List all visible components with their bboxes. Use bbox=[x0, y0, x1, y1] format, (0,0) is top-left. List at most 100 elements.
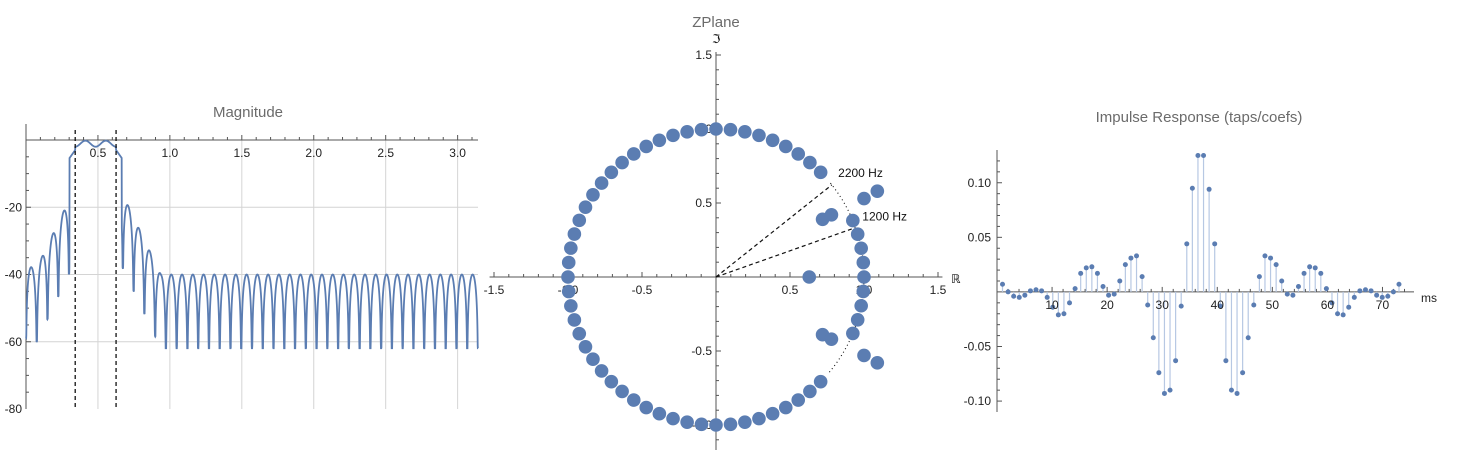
zplane-annotations: 2200 Hz 1200 Hz bbox=[838, 166, 907, 224]
zplane-pole-point bbox=[870, 184, 885, 198]
zplane-zero-point bbox=[572, 213, 587, 228]
zplane-band-edge-line bbox=[715, 227, 856, 278]
impulse-point bbox=[1362, 287, 1368, 293]
zplane-zero-point bbox=[813, 374, 828, 389]
impulse-title: Impulse Response (taps/coefs) bbox=[1096, 109, 1303, 126]
zplane-zero-point bbox=[572, 326, 587, 341]
impulse-point bbox=[1061, 311, 1067, 317]
impulse-point bbox=[1173, 358, 1179, 364]
impulse-point bbox=[1089, 264, 1095, 270]
zplane-x-tick-label: 1.5 bbox=[930, 283, 947, 297]
zplane-zero-point bbox=[752, 128, 766, 143]
zplane-zero-point bbox=[854, 241, 868, 256]
impulse-point bbox=[1139, 274, 1145, 280]
zplane-zero-point bbox=[594, 176, 609, 190]
impulse-point bbox=[1396, 281, 1402, 287]
zplane-zero-point bbox=[666, 411, 680, 426]
impulse-x-tick-label: 60 bbox=[1321, 298, 1335, 312]
zplane-pole-point bbox=[824, 332, 839, 346]
impulse-y-tick-label: -0.10 bbox=[964, 394, 992, 408]
zplane-x-tick-label: -0.5 bbox=[632, 283, 653, 297]
impulse-point bbox=[1312, 265, 1318, 271]
impulse-point bbox=[1390, 289, 1396, 295]
passband-markers bbox=[74, 130, 117, 407]
impulse-y-tick-label: 0.10 bbox=[968, 176, 992, 190]
impulse-point bbox=[1374, 292, 1380, 298]
zplane-zero-point bbox=[738, 125, 752, 139]
magnitude-y-tick-label: -40 bbox=[5, 268, 23, 282]
magnitude-x-tick-label: 0.5 bbox=[90, 146, 107, 160]
zplane-zero-point bbox=[561, 270, 575, 284]
impulse-point bbox=[1072, 286, 1078, 292]
zplane-x-label: ℝ bbox=[951, 272, 961, 286]
zplane-zero-point bbox=[586, 352, 600, 367]
impulse-point bbox=[1128, 255, 1134, 261]
zplane-zero-point bbox=[694, 122, 709, 137]
zplane-zero-point bbox=[856, 284, 871, 299]
zplane-pole-point bbox=[857, 191, 871, 206]
zplane-y-tick-label: 0.5 bbox=[695, 196, 712, 210]
impulse-point bbox=[1000, 281, 1006, 287]
zplane-zero-point bbox=[561, 284, 576, 299]
zplane-zero-point bbox=[850, 312, 865, 327]
zplane-zero-point bbox=[564, 299, 578, 313]
impulse-ticks: 10 20 30 40 50 60 70 0.10 0.05 -0.05 -0.10 bbox=[964, 176, 1390, 408]
zplane-guides bbox=[715, 181, 865, 373]
impulse-point bbox=[1039, 288, 1045, 294]
impulse-point bbox=[1195, 152, 1201, 158]
zplane-zero-point bbox=[791, 147, 806, 161]
impulse-x-label: ms bbox=[1421, 291, 1437, 305]
zplane-y-tick-label: -0.5 bbox=[691, 344, 712, 358]
zplane-zero-point bbox=[694, 417, 709, 432]
magnitude-y-tick-label: -80 bbox=[5, 402, 23, 416]
impulse-point bbox=[1223, 358, 1229, 364]
zplane-zero-point bbox=[850, 227, 865, 242]
impulse-point bbox=[1251, 302, 1257, 308]
magnitude-y-tick-label: -20 bbox=[5, 200, 23, 214]
impulse-point bbox=[1273, 262, 1279, 268]
impulse-point bbox=[1145, 302, 1151, 308]
impulse-point bbox=[1368, 288, 1374, 294]
impulse-point bbox=[1201, 152, 1207, 158]
zplane-zero-point bbox=[604, 165, 619, 180]
zplane-zero-point bbox=[813, 165, 828, 180]
zplane-axes bbox=[489, 52, 943, 450]
zplane-title: ZPlane bbox=[692, 14, 740, 31]
zplane-points bbox=[802, 184, 885, 370]
magnitude-grid bbox=[26, 140, 478, 409]
magnitude-ticks: 0.5 1.0 1.5 2.0 2.5 3.0 -20 -40 -60 -80 bbox=[5, 146, 467, 416]
impulse-point bbox=[1301, 270, 1307, 276]
impulse-x-tick-label: 10 bbox=[1045, 298, 1059, 312]
zplane-band-edge-line bbox=[715, 184, 833, 278]
zplane-zero-point bbox=[778, 400, 793, 415]
impulse-point bbox=[1217, 303, 1223, 309]
impulse-point bbox=[1111, 291, 1117, 297]
impulse-point bbox=[1005, 289, 1011, 295]
zplane-zero-point bbox=[803, 155, 817, 170]
impulse-point bbox=[1122, 262, 1128, 268]
magnitude-x-tick-label: 3.0 bbox=[449, 146, 466, 160]
impulse-point bbox=[1307, 264, 1313, 270]
impulse-point bbox=[1156, 370, 1162, 376]
zplane-zero-point bbox=[846, 213, 860, 228]
zplane-zero-point bbox=[723, 122, 738, 137]
zplane-zero-point bbox=[752, 411, 766, 426]
impulse-point bbox=[1094, 270, 1100, 276]
impulse-point bbox=[1178, 303, 1184, 309]
zplane-zero-point bbox=[626, 393, 641, 407]
zplane-zero-point bbox=[615, 155, 629, 170]
impulse-point bbox=[1027, 288, 1033, 294]
impulse-point bbox=[1279, 278, 1285, 284]
impulse-point bbox=[1295, 283, 1301, 289]
impulse-chart: Impulse Response (taps/coefs) 10 20 30 40 50… bbox=[964, 109, 1437, 412]
impulse-point bbox=[1323, 286, 1329, 292]
impulse-point bbox=[1351, 294, 1357, 300]
impulse-point bbox=[1044, 294, 1050, 300]
magnitude-x-tick-label: 2.0 bbox=[305, 146, 322, 160]
impulse-point bbox=[1212, 241, 1218, 247]
impulse-point bbox=[1290, 292, 1296, 298]
impulse-point bbox=[1206, 186, 1212, 192]
zplane-zero-point bbox=[738, 415, 752, 429]
impulse-y-tick-label: 0.05 bbox=[968, 230, 992, 244]
